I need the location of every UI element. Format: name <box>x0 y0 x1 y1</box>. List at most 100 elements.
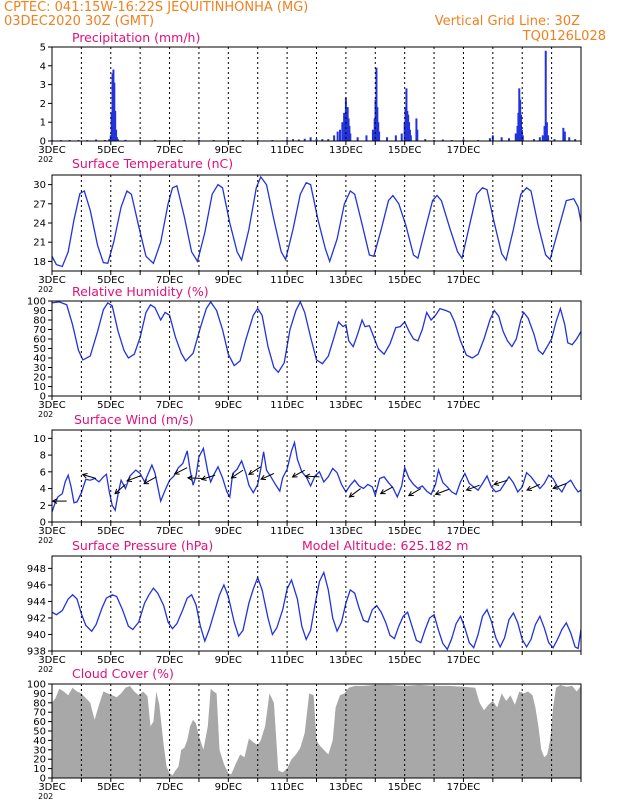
wind-arrowhead <box>493 480 500 486</box>
y-tick-label: 948 <box>27 564 46 575</box>
precip-bar <box>303 138 306 141</box>
x-tick-label: 3DEC <box>38 275 65 286</box>
precip-bar <box>544 50 547 141</box>
cloud-title: Cloud Cover (%) <box>72 666 174 681</box>
x-year-fragment: 202 <box>38 792 53 800</box>
x-year-fragment: 202 <box>38 536 53 545</box>
x-tick-label: 17DEC <box>447 400 481 411</box>
x-tick-label: 13DEC <box>329 655 363 666</box>
y-tick-label: 2 <box>40 501 46 512</box>
x-tick-label: 5DEC <box>97 275 124 286</box>
precip-bar <box>341 122 344 141</box>
precip-title: Precipitation (mm/h) <box>72 30 200 45</box>
y-tick-label: 944 <box>27 597 46 608</box>
x-tick-label: 5DEC <box>97 400 124 411</box>
y-tick-label: 0 <box>40 137 46 148</box>
x-tick-label: 5DEC <box>97 526 124 537</box>
pressure-title: Surface Pressure (hPa) <box>72 538 213 553</box>
cloud-cover-area <box>52 684 581 778</box>
y-tick-label: 50 <box>33 727 46 738</box>
wind-vector <box>380 486 394 495</box>
wind-vector <box>82 474 97 479</box>
precip-bar <box>321 139 324 141</box>
wind-arrowhead <box>173 469 180 475</box>
temperature-title: Surface Temperature (nC) <box>72 156 233 171</box>
wind-arrowhead <box>260 474 267 481</box>
precip-bar <box>309 137 312 141</box>
wind-arrowhead <box>200 475 207 481</box>
wind-arrowhead <box>81 472 88 479</box>
y-tick-label: 21 <box>33 238 46 249</box>
wind-arrowhead <box>434 490 441 496</box>
x-tick-label: 7DEC <box>156 275 183 286</box>
precip-bar <box>409 135 412 141</box>
wind-arrowhead <box>248 469 254 475</box>
x-tick-label: 13DEC <box>329 400 363 411</box>
x-tick-label: 15DEC <box>388 526 422 537</box>
x-year-fragment: 202 <box>38 155 53 164</box>
wind-vector <box>292 469 305 478</box>
x-tick-label: 9DEC <box>215 145 242 156</box>
y-tick-label: 2 <box>40 99 46 110</box>
precip-bar <box>327 139 330 141</box>
x-tick-label: 3DEC <box>38 782 65 793</box>
y-tick-label: 946 <box>27 580 46 591</box>
y-tick-label: 30 <box>33 363 46 374</box>
precip-bar <box>488 138 491 141</box>
precip-bar <box>532 139 535 141</box>
y-tick-label: 30 <box>33 180 46 191</box>
precip-bar <box>521 135 524 141</box>
precip-bar <box>574 139 577 141</box>
x-tick-label: 9DEC <box>215 655 242 666</box>
precip-bar <box>124 139 127 141</box>
wind-vector <box>466 484 480 491</box>
y-tick-label: 27 <box>33 199 46 210</box>
x-tick-label: 7DEC <box>156 145 183 156</box>
y-tick-label: 10 <box>33 434 46 445</box>
x-year-fragment: 202 <box>38 285 53 294</box>
wind-title: Surface Wind (m/s) <box>74 412 194 427</box>
x-tick-label: 13DEC <box>329 145 363 156</box>
wind-arrowhead <box>526 485 533 491</box>
wind-vector <box>526 483 541 491</box>
x-tick-label: 3DEC <box>38 400 65 411</box>
y-tick-label: 4 <box>40 61 46 72</box>
station-info: CPTEC: 041:15W-16:22S JEQUITINHONHA (MG) <box>4 0 309 15</box>
x-tick-label: 3DEC <box>38 526 65 537</box>
precip-bar <box>507 138 510 141</box>
precip-bar <box>115 129 118 141</box>
wind-vector <box>187 477 202 480</box>
precip-bar <box>371 129 374 141</box>
y-tick-label: 4 <box>40 484 46 495</box>
x-tick-label: 17DEC <box>447 782 481 793</box>
wind-arrowhead <box>51 498 58 504</box>
precip-bar <box>400 133 403 141</box>
y-tick-label: 5 <box>40 43 46 54</box>
precip-bar <box>375 67 378 141</box>
y-tick-label: 20 <box>33 373 46 384</box>
precip-bar <box>520 114 523 141</box>
humidity-line <box>52 301 581 374</box>
precip-bar <box>197 139 200 141</box>
wind-arrowhead <box>114 488 120 495</box>
precip-bar <box>538 137 541 141</box>
precip-bar <box>394 135 397 141</box>
x-tick-label: 9DEC <box>215 526 242 537</box>
y-tick-label: 940 <box>27 630 46 641</box>
x-tick-label: 7DEC <box>156 400 183 411</box>
y-tick-label: 100 <box>27 297 46 308</box>
x-tick-label: 7DEC <box>156 526 183 537</box>
y-tick-label: 18 <box>33 257 46 268</box>
wind-vector <box>201 474 216 480</box>
y-tick-label: 1 <box>40 118 46 129</box>
precip-bar <box>365 135 368 141</box>
wind-vector <box>231 469 244 479</box>
wind-line <box>52 439 581 513</box>
precip-bar <box>336 131 339 141</box>
wind-arrowhead <box>407 491 414 497</box>
wind-vector <box>114 483 126 495</box>
y-tick-label: 40 <box>33 736 46 747</box>
x-tick-label: 11DEC <box>270 400 304 411</box>
y-tick-label: 70 <box>33 708 46 719</box>
